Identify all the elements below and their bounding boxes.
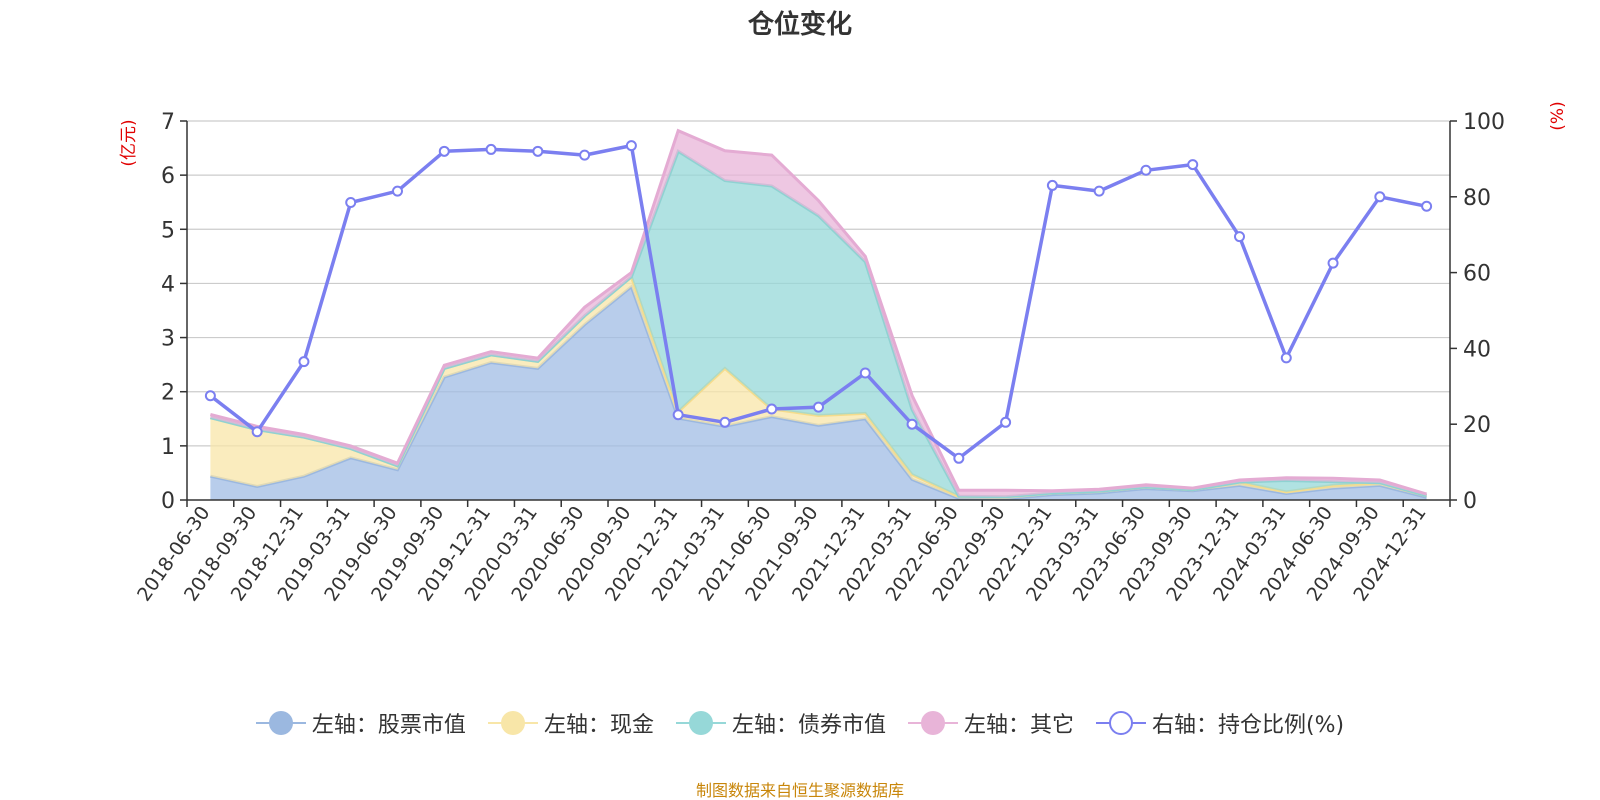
ratio-point bbox=[719, 416, 731, 428]
ratio-point bbox=[1046, 179, 1058, 191]
ratio-point bbox=[1140, 164, 1152, 176]
legend-item-bond[interactable]: 左轴：债券市值 bbox=[675, 707, 886, 739]
ratio-line-layer bbox=[204, 140, 1433, 464]
right-tick-label: 40 bbox=[1463, 337, 1491, 362]
left-axis-unit-label: (亿元) bbox=[119, 119, 139, 166]
ratio-point bbox=[672, 409, 684, 421]
ratio-point bbox=[1187, 159, 1199, 171]
ratio-point bbox=[953, 452, 965, 464]
right-axis-unit-label: (%) bbox=[1548, 101, 1568, 130]
stacked-areas bbox=[210, 128, 1428, 501]
ratio-point bbox=[1000, 416, 1012, 428]
legend-symbol-other bbox=[907, 710, 958, 736]
legend-label: 右轴：持仓比例(%) bbox=[1151, 713, 1345, 738]
legend: 左轴：股票市值 左轴：现金 左轴：债券市值 左轴：其它 右轴：持仓比例(%) bbox=[0, 707, 1600, 739]
area-bond bbox=[210, 151, 1427, 497]
legend-item-ratio[interactable]: 右轴：持仓比例(%) bbox=[1095, 707, 1345, 739]
left-tick-label: 6 bbox=[161, 164, 175, 189]
ratio-point bbox=[1421, 200, 1433, 212]
ratio-point bbox=[392, 185, 403, 197]
legend-symbol-ratio bbox=[1095, 710, 1146, 736]
ratio-point bbox=[625, 140, 637, 152]
legend-item-cash[interactable]: 左轴：现金 bbox=[487, 707, 654, 739]
area-edge-other bbox=[210, 128, 1428, 496]
legend-symbol-bond bbox=[675, 710, 726, 736]
legend-symbol-stock bbox=[255, 710, 306, 736]
left-tick-label: 2 bbox=[161, 381, 175, 406]
legend-symbol-cash bbox=[487, 710, 538, 736]
ratio-point bbox=[485, 143, 497, 155]
left-tick-label: 0 bbox=[161, 489, 175, 514]
legend-label: 左轴：其它 bbox=[963, 713, 1074, 738]
left-tick-label: 1 bbox=[161, 435, 175, 460]
ratio-point bbox=[204, 390, 216, 402]
legend-label: 左轴：现金 bbox=[543, 713, 654, 738]
ratio-point bbox=[298, 356, 310, 368]
ratio-point bbox=[1093, 185, 1105, 197]
ratio-point bbox=[251, 426, 263, 438]
ratio-point bbox=[906, 418, 918, 430]
ratio-point bbox=[766, 403, 778, 415]
source-note: 制图数据来自恒生聚源数据库 bbox=[695, 781, 904, 800]
area-stock bbox=[210, 286, 1427, 500]
ratio-point bbox=[1374, 191, 1386, 203]
ratio-point bbox=[859, 367, 871, 379]
right-tick-label: 0 bbox=[1463, 489, 1477, 514]
legend-marker bbox=[688, 711, 713, 735]
legend-marker bbox=[500, 711, 525, 735]
legend-label: 左轴：债券市值 bbox=[731, 713, 886, 738]
legend-label: 左轴：股票市值 bbox=[311, 713, 466, 738]
ratio-point bbox=[1280, 352, 1292, 364]
legend-item-other[interactable]: 左轴：其它 bbox=[907, 707, 1074, 739]
right-tick-label: 80 bbox=[1463, 186, 1491, 211]
area-other bbox=[210, 130, 1427, 497]
ratio-point bbox=[579, 149, 591, 161]
right-tick-label: 60 bbox=[1463, 262, 1491, 287]
legend-marker bbox=[1108, 711, 1133, 735]
left-tick-label: 4 bbox=[161, 272, 175, 297]
legend-marker bbox=[920, 711, 945, 735]
right-tick-label: 20 bbox=[1463, 413, 1491, 438]
ratio-point bbox=[345, 196, 357, 208]
ratio-point bbox=[1327, 257, 1339, 269]
chart-title: 仓位变化 bbox=[747, 10, 852, 40]
ratio-point bbox=[813, 401, 824, 413]
ratio-point bbox=[438, 145, 450, 157]
ratio-point bbox=[1234, 231, 1245, 243]
legend-marker bbox=[268, 711, 293, 735]
chart-canvas: 012345670204060801002018-06-302018-09-30… bbox=[119, 101, 1568, 605]
left-tick-label: 3 bbox=[161, 327, 175, 352]
ratio-point bbox=[532, 145, 544, 157]
left-tick-label: 5 bbox=[161, 218, 175, 243]
left-tick-label: 7 bbox=[161, 110, 175, 135]
legend-item-stock[interactable]: 左轴：股票市值 bbox=[255, 707, 466, 739]
right-tick-label: 100 bbox=[1463, 110, 1505, 135]
